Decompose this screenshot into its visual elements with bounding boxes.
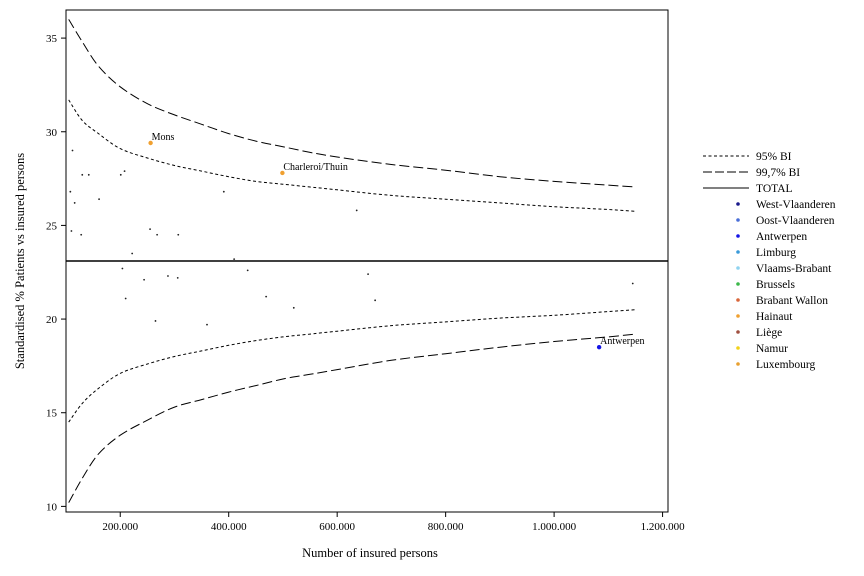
data-point (121, 267, 124, 270)
legend-label: Brussels (756, 279, 796, 291)
data-point (222, 190, 225, 193)
data-point (631, 282, 634, 285)
legend-label: Liège (756, 327, 782, 339)
y-tick-label: 25 (46, 220, 58, 232)
limit-lines (66, 19, 668, 503)
data-point (98, 198, 100, 201)
legend-dot-swatch (736, 218, 740, 222)
legend-dot-swatch (736, 234, 740, 238)
x-tick-label: 800.000 (428, 521, 464, 533)
x-tick-label: 1.200.000 (641, 521, 686, 533)
highlighted-point (596, 344, 602, 350)
data-point (80, 233, 83, 236)
y-tick-label: 20 (46, 314, 58, 326)
data-point (124, 297, 127, 300)
annotations: Mons Charleroi/Thuin Antwerpen (152, 132, 645, 347)
legend: 95% BI 99,7% BI TOTAL West-Vlaanderen Oost-V… (703, 151, 836, 371)
legend-dot-swatch (736, 282, 740, 286)
legend-label: Hainaut (756, 311, 793, 323)
legend-label: Brabant Wallon (756, 295, 828, 307)
y-tick-label: 10 (46, 501, 58, 513)
y-tick-label: 35 (46, 33, 58, 45)
legend-dot-swatch (736, 298, 740, 302)
y-tick-label: 30 (46, 127, 58, 139)
data-point (206, 323, 208, 326)
legend-label: Antwerpen (756, 231, 807, 243)
data-point (367, 273, 369, 276)
point-annotation: Antwerpen (600, 336, 644, 347)
legend-dot-swatch (736, 330, 740, 334)
point-annotation: Charleroi/Thuin (283, 162, 347, 173)
data-point (156, 233, 159, 236)
data-point (81, 173, 84, 176)
legend-label: Oost-Vlaanderen (756, 215, 835, 227)
legend-label: 95% BI (756, 151, 792, 163)
legend-label: TOTAL (756, 183, 793, 195)
x-axis-title: Number of insured persons (302, 546, 438, 560)
data-point (149, 228, 151, 231)
data-point (131, 252, 134, 255)
data-point (355, 209, 358, 212)
legend-label: Vlaams-Brabant (756, 263, 832, 275)
x-tick-label: 200.000 (102, 521, 138, 533)
legend-dot-swatch (736, 346, 740, 350)
data-points (69, 140, 634, 350)
data-point (177, 233, 180, 236)
legend-label: Luxembourg (756, 359, 815, 371)
data-point (292, 306, 295, 309)
y-axis: 10 15 20 25 30 35 (46, 33, 66, 513)
data-point (167, 275, 169, 277)
bi997-lower-line (68, 333, 636, 503)
highlighted-point (148, 140, 153, 146)
y-axis-title: Standardised % Patients vs insured perso… (13, 153, 27, 369)
data-point (143, 278, 145, 281)
x-axis: 200.000 400.000 600.000 800.000 1.000.000 1.2… (102, 512, 685, 533)
y-tick-label: 15 (46, 408, 58, 420)
x-tick-label: 400.000 (211, 521, 247, 533)
legend-label: Limburg (756, 247, 796, 259)
data-point (154, 320, 157, 322)
data-point (71, 149, 74, 152)
data-point (123, 170, 126, 172)
data-point (119, 173, 122, 176)
legend-dot-swatch (736, 314, 740, 318)
data-point (69, 190, 72, 193)
data-point (87, 173, 90, 176)
data-point (374, 299, 377, 302)
data-point (246, 269, 249, 272)
data-point (73, 202, 76, 204)
legend-dot-swatch (736, 250, 740, 254)
bi997-upper-line (68, 19, 636, 188)
legend-dot-swatch (736, 202, 740, 206)
legend-label: Namur (756, 343, 788, 355)
legend-label: 99,7% BI (756, 167, 800, 179)
data-point (176, 276, 179, 279)
data-point (70, 230, 73, 232)
point-annotation: Mons (152, 132, 175, 143)
legend-dot-swatch (736, 266, 740, 270)
x-tick-label: 600.000 (319, 521, 355, 533)
legend-label: West-Vlaanderen (756, 199, 836, 211)
x-tick-label: 1.000.000 (532, 521, 577, 533)
data-point (265, 295, 268, 298)
highlighted-point (280, 170, 285, 176)
data-point (233, 258, 236, 261)
legend-dot-swatch (736, 362, 740, 366)
